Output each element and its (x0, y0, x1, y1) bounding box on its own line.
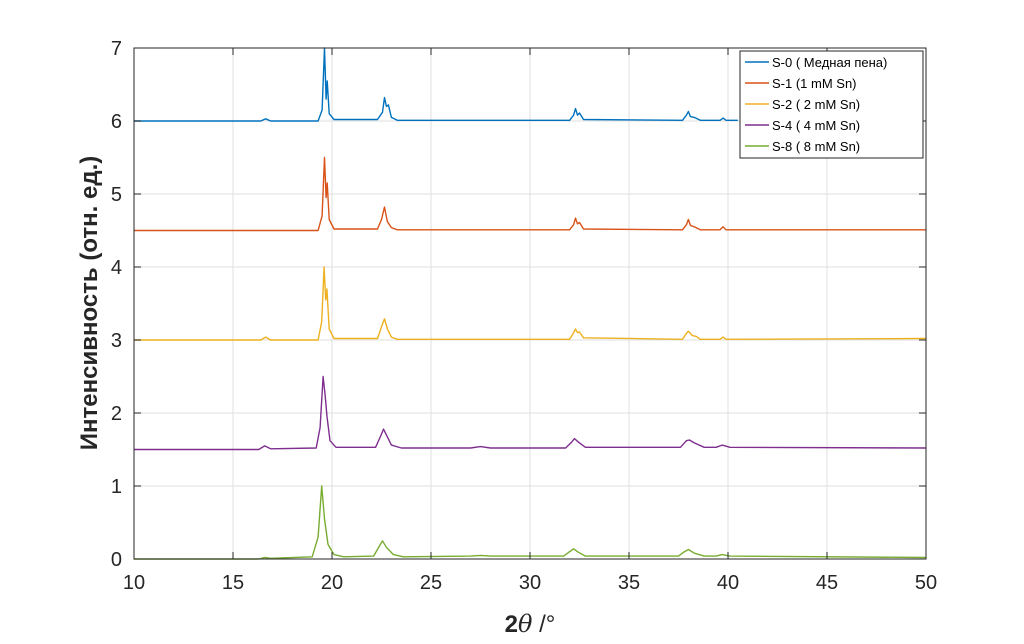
x-axis-label-main: 2 (505, 611, 518, 638)
legend-items: S-0 ( Медная пена) S-1 (1 mM Sn) S-2 ( 2 m… (745, 55, 887, 154)
series-line-1 (134, 156, 926, 232)
x-tick-label: 10 (123, 572, 145, 594)
x-tick-label: 15 (222, 572, 244, 594)
x-tick-label: 40 (717, 572, 739, 594)
x-tick-label: 20 (321, 572, 343, 594)
y-tick-label: 0 (111, 549, 122, 571)
y-axis-label: Интенсивность (отн. ед.) (76, 156, 103, 450)
x-tick-labels: 10 15 20 25 30 35 40 45 50 (123, 572, 937, 594)
y-tick-label: 3 (111, 330, 122, 352)
x-axis-label: 2θ /° (505, 610, 556, 638)
y-tick-label: 6 (111, 111, 122, 133)
legend-label-1: S-1 (1 mM Sn) (772, 76, 857, 91)
legend-box (739, 50, 924, 159)
x-axis-label-theta: θ (518, 610, 533, 638)
y-tick-labels: 0 1 2 3 4 5 6 7 (111, 38, 122, 571)
x-tick-label: 45 (816, 572, 838, 594)
y-tick-label: 5 (111, 184, 122, 206)
legend-label-3: S-4 ( 4 mM Sn) (772, 118, 860, 133)
x-axis-label-unit: /° (532, 611, 555, 638)
series-line-2 (134, 266, 927, 341)
y-tick-label: 4 (111, 257, 122, 279)
ticks (133, 47, 927, 560)
y-tick-label: 1 (111, 476, 122, 498)
y-tick-label: 2 (111, 403, 122, 425)
series-group (134, 47, 927, 560)
legend-label-2: S-2 ( 2 mM Sn) (772, 97, 860, 112)
y-tick-label: 7 (111, 38, 122, 60)
series-line-0 (134, 47, 738, 122)
x-tick-label: 30 (519, 572, 541, 594)
legend: S-0 ( Медная пена) S-1 (1 mM Sn) S-2 ( 2 m… (739, 50, 924, 159)
x-tick-label: 50 (915, 572, 937, 594)
series-line-3 (134, 375, 927, 451)
series-line-4 (134, 485, 927, 560)
legend-label-4: S-8 ( 8 mM Sn) (772, 139, 860, 154)
legend-label-0: S-0 ( Медная пена) (772, 55, 887, 70)
x-tick-label: 35 (618, 572, 640, 594)
x-tick-label: 25 (420, 572, 442, 594)
